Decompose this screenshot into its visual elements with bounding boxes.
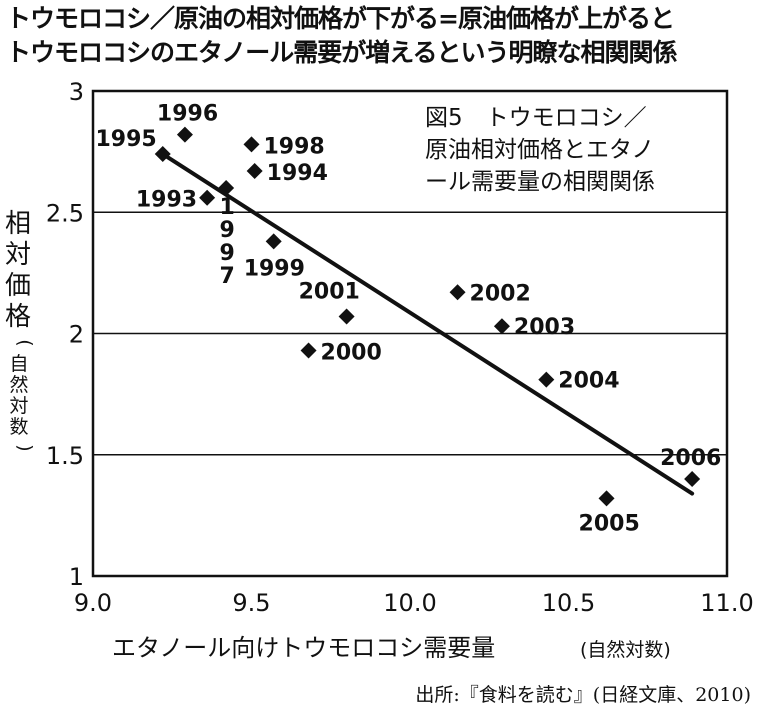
y-axis-unit-char: 対 [9,395,28,417]
data-point-label: 2001 [299,280,360,305]
headline-line-2: トウモロコシのエタノール需要が増えるという明瞭な相関関係 [6,38,678,67]
data-point-label: 1993 [136,188,197,213]
y-axis-label-char: 対 [5,240,31,270]
data-point-2001 [338,308,355,325]
data-point-label: 1995 [96,127,157,152]
data-point-label: 2004 [558,369,619,394]
data-point-2004 [538,371,555,388]
data-point-label-char: 1 [219,195,234,220]
x-tick-label: 10.5 [542,589,595,617]
data-point-label-char: 7 [219,264,234,289]
data-point-2002 [449,284,466,301]
data-point-2006 [684,471,701,487]
data-point-1994 [246,163,263,180]
headline-line-1: トウモロコシ／原油の相対価格が下がる=原油価格が上がると [6,4,675,33]
y-tick-label: 1 [69,563,84,591]
data-point-label: 2003 [514,315,575,340]
x-tick-label: 10.0 [383,589,436,617]
data-point-label: 2000 [321,340,382,365]
data-point-label: 2006 [660,446,721,471]
y-axis-label-char: 格 [5,302,31,332]
y-axis-label-char: 価 [5,271,31,301]
x-tick-label: 9.0 [74,589,112,617]
y-tick-label: 3 [69,78,84,106]
y-tick-label: 2 [69,321,84,349]
trend-line [160,152,695,496]
x-tick-label: 11.0 [700,589,753,617]
data-point-1999 [265,233,282,250]
figure-title-line: 図5 トウモロコシ／ [425,105,647,131]
data-point-1993 [199,189,216,206]
data-point-label: 1998 [264,134,325,159]
data-point-1998 [243,136,260,153]
y-axis-label-char: 相 [5,209,31,239]
x-axis-label: エタノール向けトウモロコシ需要量 [112,634,495,662]
data-point-2005 [598,490,615,507]
data-point-2000 [300,342,317,359]
data-point-2003 [493,318,510,335]
data-point-label: 1999 [244,256,305,281]
y-axis-unit-char: ( [14,339,36,346]
x-axis-unit: (自然対数) [580,639,671,661]
y-tick-label: 1.5 [46,442,84,470]
x-tick-label: 9.5 [232,589,270,617]
data-point-1997 [218,180,235,196]
data-point-1996 [176,126,193,143]
source-note: 出所:『食料を読む』(日経文庫、2010) [415,684,751,706]
data-point-label: 2002 [470,281,531,306]
figure-title-line: 原油相対価格とエタノ [425,137,654,163]
data-point-1995 [154,146,171,163]
y-axis-unit-char: 自 [9,353,28,375]
data-point-label: 2005 [579,511,640,536]
y-axis-unit-char: 数 [9,416,28,438]
figure-title-line: ール需要量の相関関係 [425,169,655,195]
y-axis-unit-char: ) [14,444,36,451]
y-tick-label: 2.5 [46,199,84,227]
y-axis-unit-char: 然 [9,374,28,396]
data-point-label: 1996 [157,102,218,127]
data-point-label: 1994 [267,161,328,186]
data-point-label-char: 9 [219,241,234,266]
data-point-label-char: 9 [219,218,234,243]
